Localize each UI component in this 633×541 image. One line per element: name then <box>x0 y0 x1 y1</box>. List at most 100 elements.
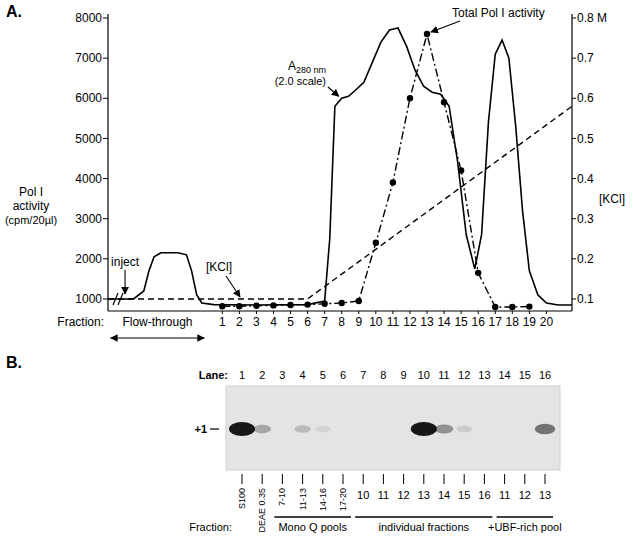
gel-image <box>226 386 560 470</box>
series-line <box>108 106 572 299</box>
fraction-label: DEAE 0.35 <box>257 488 267 533</box>
series-marker <box>424 31 430 37</box>
y-axis-label: activity <box>13 199 50 213</box>
lane-tick <box>262 474 263 484</box>
x-tick <box>495 311 496 314</box>
series-marker <box>236 303 242 309</box>
fraction-label: 11-13 <box>298 488 308 510</box>
band <box>275 426 289 432</box>
series-label: [KCl] <box>206 260 232 274</box>
arrow <box>111 337 205 338</box>
lane-number: 7 <box>360 369 366 381</box>
y2-tick-label: 0.2 <box>577 252 594 266</box>
x-tick-label: 3 <box>253 315 260 329</box>
lane-tick <box>545 474 546 484</box>
band <box>456 426 471 433</box>
lane-tick <box>322 474 323 484</box>
x-tick <box>358 311 359 314</box>
series-label: Total Pol I activity <box>452 6 545 20</box>
lane-tick <box>444 474 445 484</box>
lane-tick <box>484 474 485 484</box>
fraction-label: 15 <box>458 489 470 501</box>
band <box>294 425 310 433</box>
band <box>477 426 491 432</box>
band <box>229 422 255 436</box>
band <box>315 426 330 433</box>
y-tick <box>103 58 108 59</box>
lane-number: 14 <box>498 369 510 381</box>
x-tick <box>461 311 462 314</box>
band-label: +1 <box>194 423 207 435</box>
band-marker <box>210 428 219 429</box>
lane-tick <box>363 474 364 484</box>
lane-tick <box>423 474 424 484</box>
band <box>435 424 454 433</box>
y2-tick-label: 0.6 <box>577 91 594 105</box>
y-tick <box>103 178 108 179</box>
series-label: (2.0 scale) <box>275 75 326 87</box>
x-tick-label: 7 <box>321 315 328 329</box>
y2-tick-label: 0.4 <box>577 172 594 186</box>
band <box>356 426 370 432</box>
y2-tick-label: 0.5 <box>577 132 594 146</box>
y-tick-label: 4000 <box>75 172 102 186</box>
y-axis-label: (cpm/20µl) <box>5 214 57 226</box>
y-axis-label: Pol I <box>19 185 43 199</box>
x-tick-label: 4 <box>270 315 277 329</box>
arrow <box>226 276 240 297</box>
lane-tick <box>464 474 465 484</box>
plot-area <box>108 28 572 307</box>
fraction-label: 11 <box>499 489 510 501</box>
lane-tick <box>343 474 344 484</box>
band <box>535 424 556 434</box>
x-tick-label: 17 <box>489 315 503 329</box>
arrow <box>328 87 339 96</box>
lane-number: 12 <box>458 369 470 381</box>
x-tick-label: 10 <box>369 315 383 329</box>
series-marker <box>492 304 498 310</box>
band <box>498 426 512 432</box>
series-marker <box>287 302 293 308</box>
x-tick-label: 20 <box>540 315 554 329</box>
lane-number: 15 <box>519 369 531 381</box>
x-tick <box>256 311 257 314</box>
fraction-label: 17-20 <box>338 488 348 511</box>
series-marker <box>441 99 447 105</box>
lane-title: Lane: <box>199 369 228 381</box>
y-tick-label: 5000 <box>75 132 102 146</box>
series-label-part: A <box>288 59 296 73</box>
fraction-label: 11 <box>378 489 389 501</box>
y2-tick <box>572 58 576 59</box>
x-tick-label: 1 <box>219 315 226 329</box>
lane-tick <box>302 474 303 484</box>
fraction-label: 7-10 <box>277 488 287 506</box>
fraction-label: 12 <box>519 489 531 501</box>
y2-tick-label: 0.8 M <box>577 11 607 25</box>
x-tick-label: 14 <box>437 315 451 329</box>
x-tick-label: 12 <box>403 315 417 329</box>
x-tick <box>444 311 445 314</box>
y-tick <box>103 98 108 99</box>
lane-number: 6 <box>340 369 346 381</box>
series-marker <box>219 303 225 309</box>
x-tick <box>222 311 223 314</box>
fraction-label: S100 <box>237 488 247 509</box>
y-tick <box>103 138 108 139</box>
fraction-label: 10 <box>357 489 369 501</box>
series-marker <box>373 240 379 246</box>
x-tick <box>324 311 325 314</box>
y-tick-label: 7000 <box>75 51 102 65</box>
y2-tick-label: 0.7 <box>577 51 594 65</box>
y2-tick <box>572 258 576 259</box>
annotation: inject <box>111 255 140 269</box>
y-tick-label: 6000 <box>75 91 102 105</box>
panel-label: B. <box>6 354 22 371</box>
arrow <box>125 270 126 294</box>
series-marker <box>475 270 481 276</box>
x-tick <box>478 311 479 314</box>
lane-number: 8 <box>380 369 386 381</box>
y-tick-label: 3000 <box>75 212 102 226</box>
lane-number: 2 <box>259 369 265 381</box>
x-tick-label: 8 <box>338 315 345 329</box>
series-marker <box>270 302 276 308</box>
